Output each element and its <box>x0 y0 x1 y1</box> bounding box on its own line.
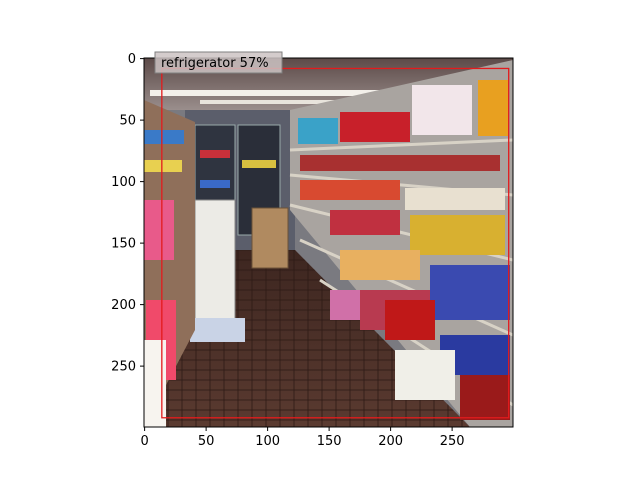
y-tick-label: 200 <box>111 298 136 313</box>
x-tick-label: 200 <box>378 434 403 449</box>
x-tick-label: 0 <box>140 434 148 449</box>
y-tick-label: 0 <box>128 52 136 67</box>
detection-label-text: refrigerator 57% <box>161 56 269 71</box>
x-axis-ticks: 0 50 100 150 200 250 <box>140 427 465 449</box>
y-tick-label: 250 <box>111 360 136 375</box>
cardboard-box <box>251 207 289 269</box>
display-stand <box>194 199 236 326</box>
x-tick-label: 50 <box>198 434 215 449</box>
products <box>298 80 510 420</box>
y-tick-label: 50 <box>119 114 136 129</box>
x-tick-label: 100 <box>255 434 280 449</box>
axes-frame <box>143 57 514 428</box>
y-tick-label: 150 <box>111 237 136 252</box>
detection-box <box>161 67 510 419</box>
detection-label: refrigerator 57% <box>154 51 283 74</box>
x-tick-label: 250 <box>440 434 465 449</box>
y-tick-label: 100 <box>111 175 136 190</box>
x-tick-label: 150 <box>317 434 342 449</box>
store-aisle-photo <box>144 58 513 427</box>
y-axis-ticks: 0 50 100 150 200 250 <box>111 52 144 375</box>
